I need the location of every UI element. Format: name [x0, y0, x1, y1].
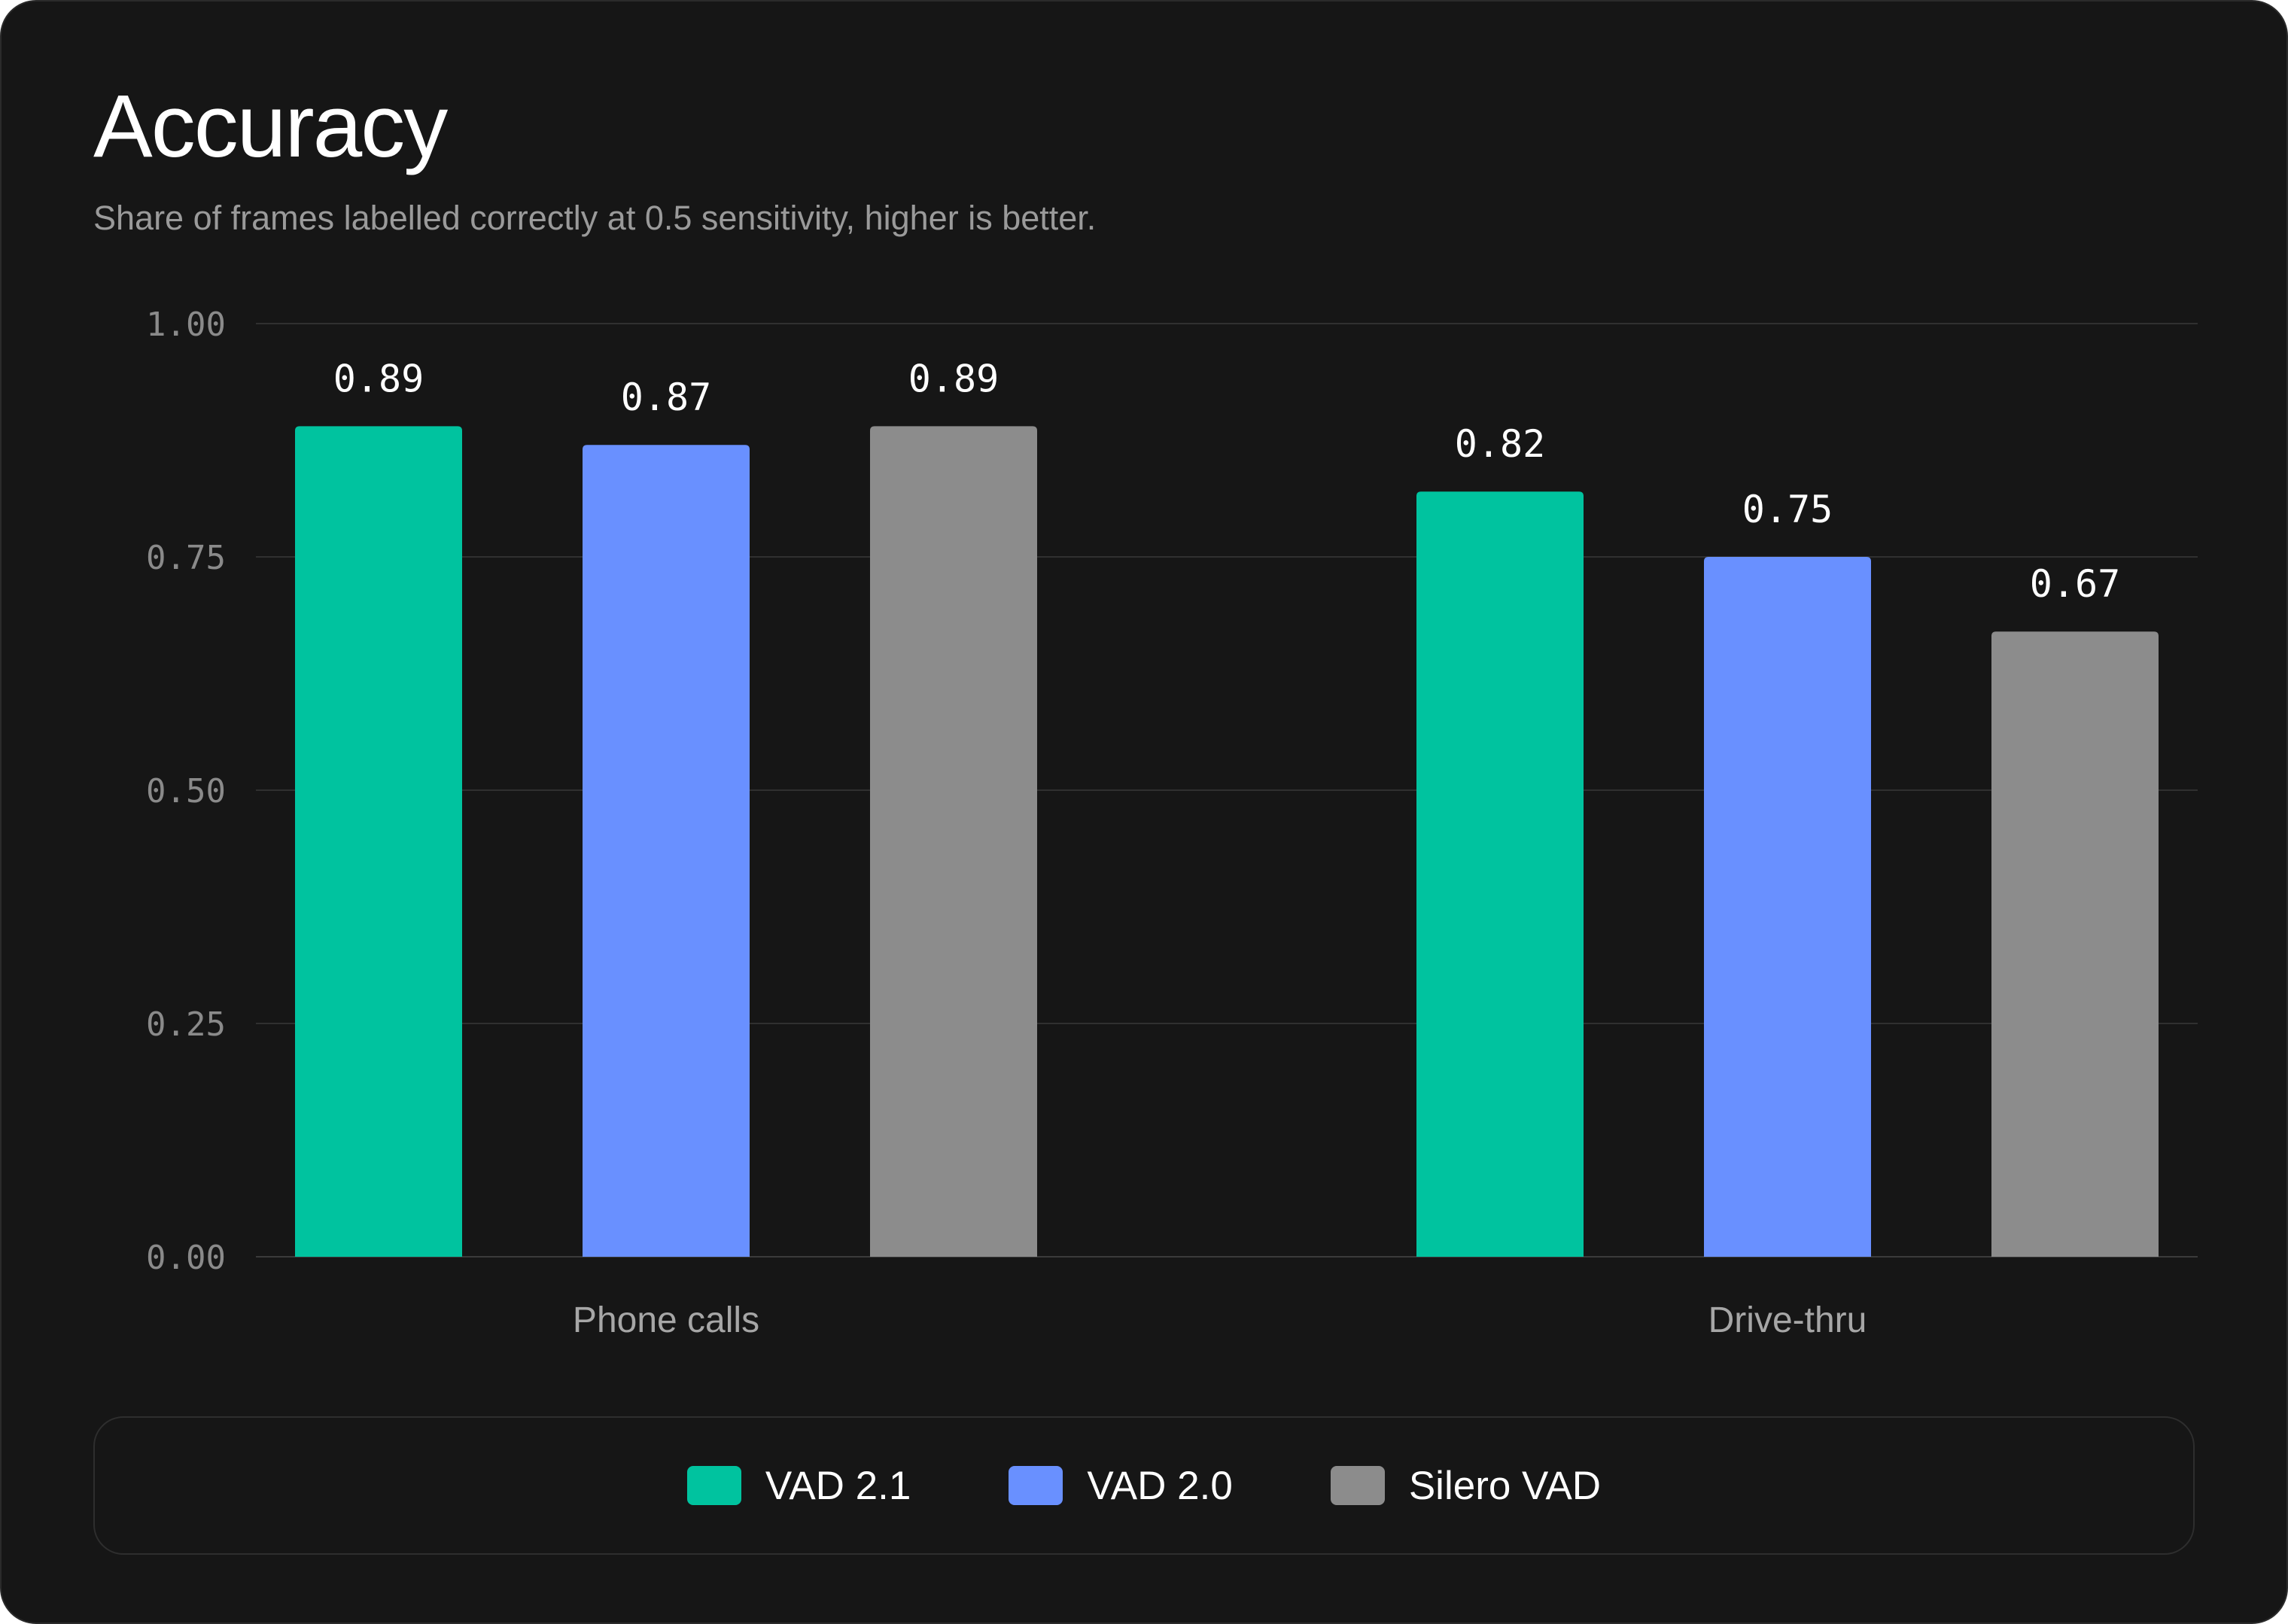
- x-category-label: Drive-thru: [1708, 1300, 1867, 1340]
- data-label: 0.89: [908, 357, 999, 400]
- bar: [1704, 557, 1871, 1257]
- legend: VAD 2.1 VAD 2.0 Silero VAD: [93, 1416, 2195, 1555]
- chart-title: Accuracy: [93, 77, 448, 176]
- y-tick-label: 0.50: [146, 772, 226, 810]
- legend-label: VAD 2.0: [1087, 1463, 1233, 1508]
- bar: [583, 445, 750, 1258]
- data-label: 0.67: [2030, 562, 2120, 606]
- y-tick-label: 0.00: [146, 1239, 226, 1277]
- data-label: 0.82: [1455, 422, 1545, 466]
- y-tick-label: 1.00: [146, 306, 226, 344]
- legend-swatch: [1009, 1466, 1063, 1505]
- legend-label: VAD 2.1: [765, 1463, 911, 1508]
- data-label: 0.87: [621, 376, 711, 419]
- bar: [1991, 631, 2159, 1257]
- bar: [1416, 491, 1584, 1257]
- legend-item: VAD 2.1: [686, 1463, 911, 1509]
- y-tick-label: 0.25: [146, 1005, 226, 1044]
- data-label: 0.89: [333, 357, 424, 400]
- bar: [870, 426, 1037, 1257]
- x-category-label: Phone calls: [573, 1300, 759, 1340]
- bar: [295, 426, 462, 1257]
- y-tick-label: 0.75: [146, 539, 226, 577]
- chart-subtitle: Share of frames labelled correctly at 0.…: [93, 199, 1097, 237]
- legend-swatch: [1330, 1466, 1385, 1505]
- legend-item: VAD 2.0: [1009, 1463, 1233, 1509]
- data-label: 0.75: [1742, 488, 1833, 531]
- legend-label: Silero VAD: [1408, 1463, 1602, 1508]
- legend-item: Silero VAD: [1330, 1463, 1602, 1509]
- legend-swatch: [686, 1466, 741, 1505]
- bar-chart: 0.00 0.25 0.50 0.75 1.00 0.89 0.82 0.87 0.75 0.89…: [146, 306, 2198, 1340]
